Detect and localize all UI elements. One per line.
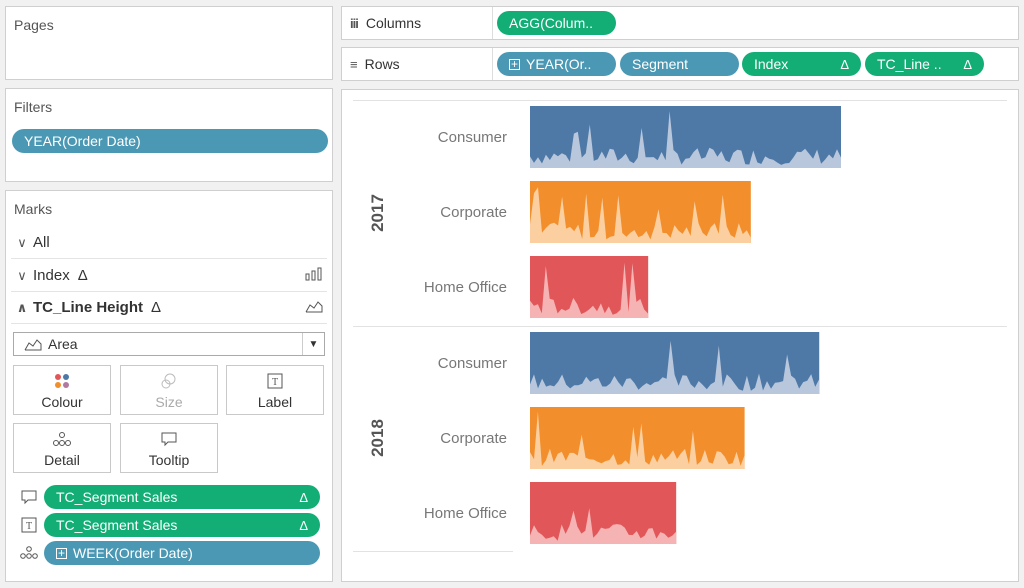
columns-shelf[interactable]: iii Columns AGG(Colum.. <box>341 6 1019 40</box>
chevron-down-icon: ∨ <box>17 234 27 250</box>
colour-button[interactable]: Colour <box>13 365 111 415</box>
delta-icon: Δ <box>299 489 308 505</box>
marks-card-tc-line-height-label: TC_Line Height <box>33 299 144 316</box>
marks-card-index[interactable]: ∨ Index Δ <box>11 260 327 292</box>
rows-pill-index[interactable]: Index Δ <box>742 52 861 76</box>
tooltip-icon <box>160 429 178 449</box>
tooltip-button[interactable]: Tooltip <box>120 423 218 473</box>
rows-pill-tc-line-text: TC_Line .. <box>877 56 942 72</box>
rows-pill-tc-line[interactable]: TC_Line .. Δ <box>865 52 984 76</box>
filters-title: Filters <box>14 99 53 115</box>
segment-label-corporate-2018: Corporate <box>440 430 507 447</box>
marks-title: Marks <box>14 201 53 217</box>
mark-field-tc-segment-sales-tooltip[interactable]: TC_Segment Sales Δ <box>44 485 320 509</box>
marks-card-tc-line-height[interactable]: ∧ TC_Line Height Δ <box>11 292 327 324</box>
filter-pill-year[interactable]: YEAR(Order Date) <box>12 129 328 153</box>
year-label-2017: 2017 <box>368 194 387 232</box>
columns-pill-agg[interactable]: AGG(Colum.. <box>497 11 616 35</box>
label-icon: T <box>20 516 38 534</box>
rows-pill-segment[interactable]: Segment <box>620 52 739 76</box>
columns-label: Columns <box>365 15 422 31</box>
mark-type-value: Area <box>48 336 78 352</box>
svg-text:T: T <box>272 377 278 388</box>
filters-panel[interactable]: Filters YEAR(Order Date) <box>5 88 333 182</box>
shelf-divider <box>492 48 493 80</box>
label-button[interactable]: T Label <box>226 365 324 415</box>
detail-icon <box>20 544 38 562</box>
mark-field-tc-segment-sales-label[interactable]: TC_Segment Sales Δ <box>44 513 320 537</box>
detail-label: Detail <box>44 451 80 468</box>
delta-icon: Δ <box>151 299 162 316</box>
chevron-up-icon: ∧ <box>16 299 28 315</box>
expand-plus-icon[interactable]: + <box>509 57 520 71</box>
columns-shelf-label: iii Columns <box>350 15 421 31</box>
size-button: Size <box>120 365 218 415</box>
pages-title: Pages <box>14 17 54 33</box>
rows-shelf-label: ≡ Rows <box>350 56 400 72</box>
mark-field-name: TC_Segment Sales <box>56 517 178 533</box>
detail-button[interactable]: Detail <box>13 423 111 473</box>
tooltip-icon <box>20 488 38 506</box>
colour-label: Colour <box>41 393 83 410</box>
rows-shelf[interactable]: ≡ Rows + YEAR(Or.. Segment Index Δ TC_Li… <box>341 47 1019 81</box>
delta-icon: Δ <box>840 56 849 72</box>
chevron-down-icon[interactable]: ▼ <box>302 333 324 355</box>
mark-field-week-order-date[interactable]: + WEEK(Order Date) <box>44 541 320 565</box>
rows-pill-year-text: YEAR(Or.. <box>526 56 592 72</box>
tooltip-label: Tooltip <box>148 451 190 468</box>
segment-label-home-office-2017: Home Office <box>423 279 507 296</box>
chevron-down-icon: ∨ <box>17 267 27 283</box>
size-label: Size <box>155 393 183 410</box>
view-top-line <box>353 100 1007 101</box>
rows-icon: ≡ <box>350 56 358 72</box>
label-label: Label <box>257 393 293 410</box>
marks-card-index-label: Index <box>33 267 70 284</box>
delta-icon: Δ <box>299 517 308 533</box>
marks-card-all[interactable]: ∨ All <box>11 227 327 259</box>
rows-pill-year[interactable]: + YEAR(Or.. <box>497 52 616 76</box>
size-icon <box>160 371 178 391</box>
mark-field-name: TC_Segment Sales <box>56 489 178 505</box>
segment-label-corporate-2017: Corporate <box>440 204 507 221</box>
segment-label-consumer-2018: Consumer <box>437 355 507 372</box>
detail-icon <box>52 429 72 449</box>
colour-icon <box>53 371 71 391</box>
area-mark-icon <box>24 337 42 354</box>
columns-icon: iii <box>350 15 359 31</box>
marks-card-all-label: All <box>33 234 50 251</box>
label-icon: T <box>266 371 284 391</box>
rows-label: Rows <box>364 56 400 72</box>
segment-label-home-office-2018: Home Office <box>423 505 507 522</box>
delta-icon: Δ <box>77 267 88 284</box>
view-bottom-line <box>353 551 513 552</box>
rows-pill-index-text: Index <box>754 56 789 72</box>
svg-text:T: T <box>26 521 32 532</box>
pages-panel[interactable]: Pages <box>5 6 333 80</box>
mark-type-dropdown[interactable]: Area ▼ <box>13 332 325 356</box>
segment-label-consumer-2017: Consumer <box>437 129 507 146</box>
shelf-divider <box>492 7 493 39</box>
year-divider <box>353 326 1007 327</box>
area-chart-icon <box>305 299 323 316</box>
expand-plus-icon[interactable]: + <box>56 546 67 560</box>
year-label-2018: 2018 <box>368 419 387 457</box>
delta-icon: Δ <box>963 56 972 72</box>
bar-chart-icon <box>305 267 323 284</box>
mark-field-name: WEEK(Order Date) <box>73 545 193 561</box>
